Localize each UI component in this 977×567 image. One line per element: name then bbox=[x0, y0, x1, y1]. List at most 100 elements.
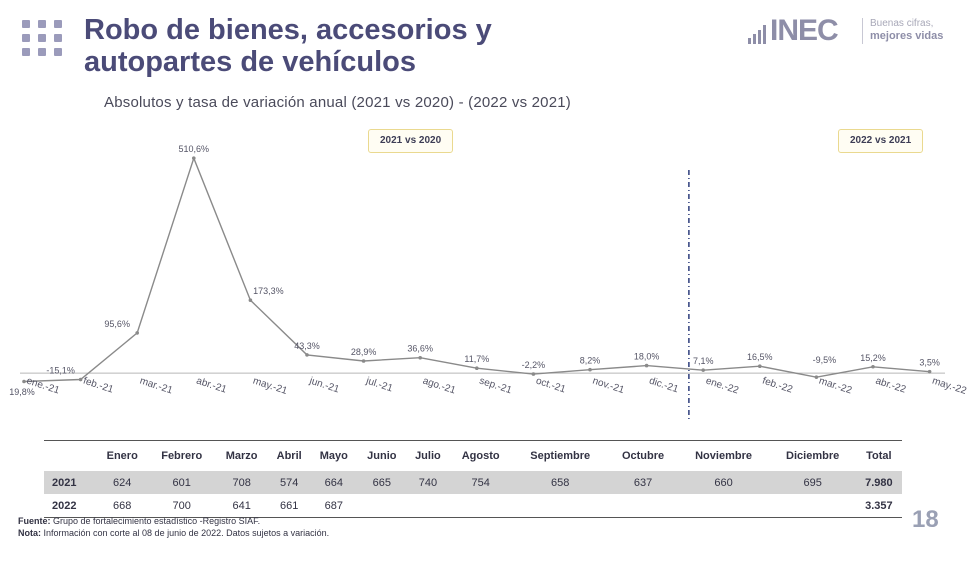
monthly-counts-table: Enero Febrero Marzo Abril Mayo Junio Julio Agos… bbox=[44, 440, 902, 518]
data-point-dic.-21 bbox=[644, 363, 649, 368]
data-label-ago.-21: 36,6% bbox=[407, 344, 433, 354]
table-cell: 740 bbox=[406, 471, 450, 494]
source-text: Grupo de fortalecimiento estadístico -Re… bbox=[50, 516, 261, 526]
table-cell bbox=[677, 494, 770, 518]
table-cell: 754 bbox=[449, 471, 512, 494]
table-cell bbox=[608, 494, 678, 518]
table-cell: 641 bbox=[215, 494, 269, 518]
menu-dots-icon bbox=[22, 20, 64, 56]
series-line bbox=[23, 156, 930, 383]
column-header: Agosto bbox=[449, 440, 512, 471]
column-header: Junio bbox=[357, 440, 407, 471]
data-label-mar.-22: -9,5% bbox=[813, 355, 837, 365]
logo-text: INEC bbox=[770, 14, 839, 47]
table-cell bbox=[406, 494, 450, 518]
table-cell: 700 bbox=[148, 494, 216, 518]
data-label-may.-21: 173,3% bbox=[253, 286, 284, 296]
data-label-oct.-21: -2,2% bbox=[522, 360, 546, 370]
badge-2022-vs-2021: 2022 vs 2021 bbox=[838, 129, 924, 153]
data-point-nov.-21 bbox=[588, 367, 592, 372]
note-text: Información con corte al 08 de junio de … bbox=[41, 528, 330, 538]
chart-subtitle: Absolutos y tasa de variación anual (202… bbox=[104, 94, 572, 111]
logo-separator bbox=[862, 18, 863, 44]
bars-icon bbox=[748, 24, 770, 44]
column-header: Diciembre bbox=[769, 440, 856, 471]
table-cell: 7.980 bbox=[855, 471, 902, 494]
data-label-nov.-21: 8,2% bbox=[580, 356, 601, 366]
table-row: 2022 668 700 641 661 687 3.357 bbox=[44, 494, 902, 518]
data-point-ene.-22 bbox=[701, 368, 705, 372]
table-cell: 660 bbox=[677, 471, 770, 494]
column-header bbox=[44, 440, 97, 471]
column-header: Enero bbox=[96, 440, 149, 471]
tick-label-jun.-21: jun.-21 bbox=[307, 375, 341, 395]
column-header: Julio bbox=[406, 440, 450, 471]
tick-label-jul.-21: jul.-21 bbox=[364, 375, 395, 394]
table-cell: 661 bbox=[268, 494, 311, 518]
data-label-sep.-21: 11,7% bbox=[464, 354, 489, 364]
table-cell: 601 bbox=[148, 471, 216, 494]
table-cell: 695 bbox=[769, 471, 856, 494]
data-label-feb.-22: 16,5% bbox=[747, 352, 773, 362]
tick-label-oct.-21: oct.-21 bbox=[534, 376, 567, 396]
data-label-dic.-21: 18,0% bbox=[634, 352, 660, 362]
data-point-abr.-21 bbox=[192, 156, 196, 160]
data-point-jun.-21 bbox=[305, 353, 309, 357]
data-label-mar.-21: 95,6% bbox=[104, 319, 130, 329]
page-title: Robo de bienes, accesorios y autopartes … bbox=[84, 14, 492, 78]
table-cell: 574 bbox=[268, 471, 311, 494]
data-point-oct.-21 bbox=[531, 372, 536, 376]
data-point-feb.-21 bbox=[78, 377, 83, 382]
data-point-abr.-22 bbox=[871, 364, 875, 369]
logo-tagline-1: Buenas cifras, bbox=[870, 18, 934, 29]
tick-label-may.-22: may.-22 bbox=[931, 376, 968, 398]
source-label: Fuente: bbox=[18, 516, 51, 526]
tick-label-sep.-21: sep.-21 bbox=[478, 376, 514, 397]
data-point-ago.-21 bbox=[418, 355, 423, 360]
tick-label-mar.-22: mar.-22 bbox=[817, 376, 853, 397]
x-tick-labels: ene.-21 feb.-21 mar.-21 abr.-21 may.-21 jun.-… bbox=[25, 375, 968, 397]
data-label-jun.-21: 43,3% bbox=[294, 341, 320, 351]
tick-label-nov.-21: nov.-21 bbox=[591, 376, 626, 397]
title-line-2: autopartes de vehículos bbox=[84, 46, 416, 78]
table-header-row: Enero Febrero Marzo Abril Mayo Junio Julio Agos… bbox=[44, 440, 902, 471]
tick-label-may.-21: may.-21 bbox=[251, 376, 288, 398]
table-cell bbox=[769, 494, 856, 518]
table-cell bbox=[357, 494, 407, 518]
data-point-ene.-21 bbox=[22, 379, 26, 384]
table-cell: 624 bbox=[96, 471, 149, 494]
table-cell: 668 bbox=[96, 494, 149, 518]
column-header: Abril bbox=[268, 440, 311, 471]
tick-label-mar.-21: mar.-21 bbox=[138, 376, 174, 397]
source-note: Fuente: Grupo de fortalecimiento estadís… bbox=[18, 516, 260, 526]
column-header: Mayo bbox=[310, 440, 358, 471]
table-cell: 665 bbox=[357, 471, 407, 494]
page-number: 18 bbox=[912, 506, 939, 533]
column-header: Octubre bbox=[608, 440, 678, 471]
data-point-jul.-21 bbox=[361, 359, 366, 363]
table-cell: 687 bbox=[310, 494, 358, 518]
row-label: 2021 bbox=[44, 471, 97, 494]
data-label-abr.-22: 15,2% bbox=[860, 353, 886, 363]
tick-label-feb.-22: feb.-22 bbox=[761, 376, 794, 396]
data-point-may.-21 bbox=[248, 298, 253, 302]
tick-label-ago.-21: ago.-21 bbox=[421, 376, 457, 397]
data-labels: 19,8% -15,1% 95,6% 510,6% 173,3% 43,3% 28,9% 36… bbox=[9, 144, 940, 397]
data-label-jul.-21: 28,9% bbox=[351, 347, 377, 357]
table-body: 2021 624 601 708 574 664 665 740 754 658 637 660 695… bbox=[44, 471, 902, 518]
table-cell: 658 bbox=[511, 471, 609, 494]
badge-2021-vs-2020: 2021 vs 2020 bbox=[368, 129, 454, 153]
data-note: Nota: Información con corte al 08 de jun… bbox=[18, 528, 329, 538]
data-point-mar.-21 bbox=[135, 331, 139, 335]
data-label-ene.-21: 19,8% bbox=[9, 387, 35, 397]
column-header: Febrero bbox=[148, 440, 216, 471]
table-cell: 637 bbox=[608, 471, 678, 494]
column-header: Noviembre bbox=[677, 440, 770, 471]
logo-tagline-2: mejores vidas bbox=[870, 30, 944, 42]
tick-label-abr.-21: abr.-21 bbox=[195, 376, 228, 396]
table-cell: 3.357 bbox=[855, 494, 902, 518]
title-line-1: Robo de bienes, accesorios y bbox=[84, 14, 492, 46]
tick-label-ene.-22: ene.-22 bbox=[704, 376, 740, 397]
table-row: 2021 624 601 708 574 664 665 740 754 658 637 660 695… bbox=[44, 471, 902, 494]
tick-label-dic.-21: dic.-21 bbox=[648, 376, 680, 396]
